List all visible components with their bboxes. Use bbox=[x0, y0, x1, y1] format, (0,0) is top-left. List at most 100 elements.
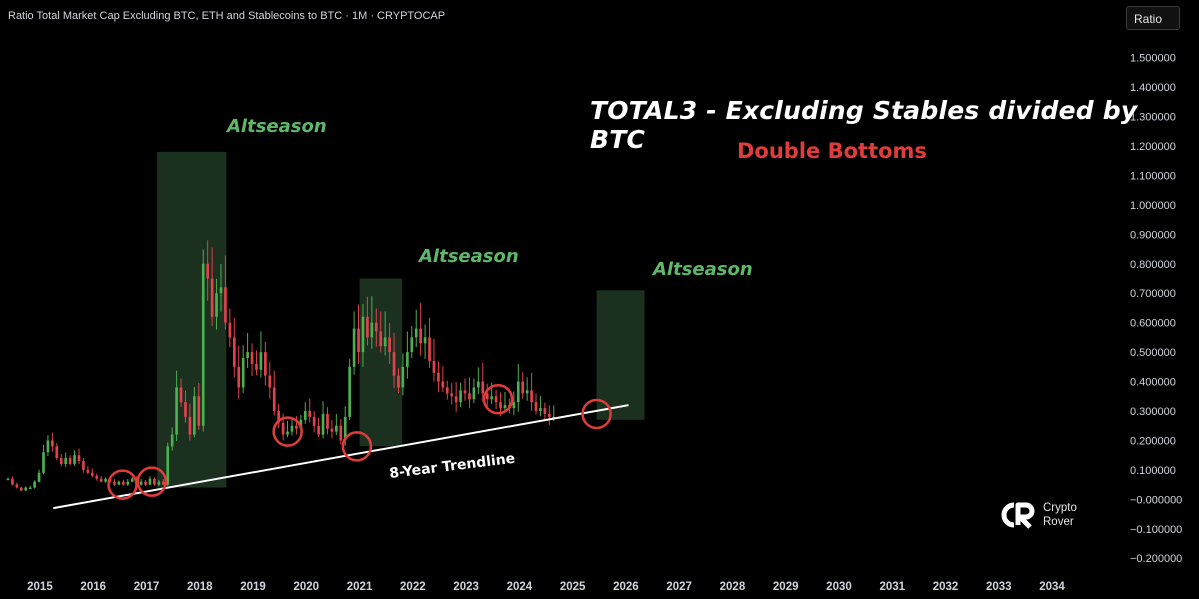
candle-body bbox=[277, 411, 280, 423]
x-tick-label: 2029 bbox=[773, 581, 799, 593]
y-tick-label: −0.000000 bbox=[1130, 494, 1182, 506]
candle-body bbox=[77, 455, 81, 462]
candle-body bbox=[166, 446, 170, 485]
y-tick-label: 1.300000 bbox=[1130, 112, 1176, 124]
candle-body bbox=[210, 278, 214, 317]
double-bottom-circle-5 bbox=[482, 383, 514, 415]
candle-body bbox=[11, 478, 14, 485]
x-axis: 2015 2016 2017 2018 2019 2020 2021 2022 2023 2024… bbox=[27, 581, 1065, 593]
x-tick-label: 2030 bbox=[826, 581, 852, 593]
candle-body bbox=[290, 425, 294, 432]
candle-body bbox=[139, 481, 143, 485]
candle-body bbox=[215, 293, 218, 317]
x-tick-label: 2031 bbox=[879, 581, 905, 593]
candle-body bbox=[441, 381, 445, 388]
candle-body bbox=[370, 322, 374, 338]
candle-body bbox=[55, 446, 59, 459]
candle-body bbox=[330, 428, 334, 432]
y-tick-label: 0.900000 bbox=[1130, 229, 1176, 241]
candle-body bbox=[348, 366, 351, 417]
candle-body bbox=[197, 396, 201, 426]
candle-body bbox=[219, 287, 223, 294]
candle-body bbox=[59, 458, 63, 464]
y-tick-label: −0.200000 bbox=[1130, 553, 1182, 565]
y-axis: 1.500000 1.400000 1.300000 1.200000 1.100000… bbox=[1130, 53, 1182, 566]
candle-body bbox=[472, 387, 476, 400]
candle-body bbox=[68, 458, 72, 464]
candle-body bbox=[401, 366, 405, 388]
candle-body bbox=[392, 352, 396, 376]
candle-body bbox=[19, 487, 23, 491]
candle-body bbox=[379, 331, 383, 347]
candle-body bbox=[477, 381, 480, 388]
altseason-zone-1 bbox=[157, 151, 227, 488]
candle-body bbox=[281, 422, 285, 435]
candle-body bbox=[335, 425, 338, 432]
x-tick-label: 2019 bbox=[240, 581, 266, 593]
candle-body bbox=[339, 425, 343, 441]
candle-body bbox=[343, 416, 347, 441]
annotation-subtitle: Double Bottoms bbox=[737, 139, 927, 163]
candle-body bbox=[104, 478, 107, 482]
candle-body bbox=[499, 402, 502, 409]
candle-body bbox=[228, 322, 232, 338]
logo-text-line2: Rover bbox=[1043, 516, 1074, 528]
candle-body bbox=[414, 328, 418, 338]
candle-body bbox=[423, 337, 427, 344]
ratio-scale-button[interactable]: Ratio bbox=[1126, 6, 1180, 30]
x-tick-label: 2020 bbox=[293, 581, 319, 593]
candle-body bbox=[264, 352, 267, 376]
candle-body bbox=[130, 478, 134, 482]
candle-body bbox=[237, 366, 241, 388]
candle-body bbox=[512, 402, 516, 409]
altseason-zone-3 bbox=[596, 290, 645, 420]
candle-body bbox=[312, 416, 316, 426]
logo-text-line1: Crypto bbox=[1043, 502, 1077, 514]
x-tick-label: 2016 bbox=[80, 581, 106, 593]
candle-body bbox=[33, 481, 36, 488]
candle-body bbox=[521, 381, 525, 394]
candle-body bbox=[122, 481, 125, 485]
candle-body bbox=[352, 328, 356, 367]
candle-body bbox=[366, 316, 369, 338]
x-tick-label: 2025 bbox=[560, 581, 586, 593]
candle-body bbox=[516, 381, 520, 403]
y-tick-label: 0.600000 bbox=[1130, 318, 1176, 330]
candle-body bbox=[468, 393, 471, 400]
candle-body bbox=[161, 481, 165, 485]
chart-header-title: Ratio Total Market Cap Excluding BTC, ET… bbox=[8, 10, 446, 22]
candle-body bbox=[90, 472, 94, 476]
candle-body bbox=[224, 287, 227, 323]
candle-body bbox=[525, 390, 529, 394]
candle-body bbox=[539, 408, 542, 411]
double-bottom-circle-3 bbox=[272, 416, 303, 447]
x-tick-label: 2026 bbox=[613, 581, 639, 593]
candle-body bbox=[28, 487, 32, 490]
candle-body bbox=[170, 434, 174, 447]
crypto-rover-logo-icon bbox=[1001, 502, 1035, 529]
candle-body bbox=[51, 440, 54, 447]
x-tick-label: 2027 bbox=[666, 581, 692, 593]
candle-body bbox=[374, 322, 378, 332]
candle-body bbox=[410, 337, 414, 353]
candle-body bbox=[113, 481, 116, 485]
candle-body bbox=[481, 381, 485, 394]
y-tick-label: 1.400000 bbox=[1130, 82, 1176, 94]
candle-body bbox=[397, 375, 400, 388]
candle-body bbox=[179, 387, 183, 403]
annotation-main-title: TOTAL3 - Excluding Stables divided by BT… bbox=[590, 96, 1138, 154]
altseason-label-1: Altseason bbox=[227, 116, 327, 137]
candle-body bbox=[326, 413, 329, 429]
candle-body bbox=[201, 263, 205, 426]
y-tick-label: −0.100000 bbox=[1130, 524, 1182, 536]
candle-body bbox=[503, 405, 507, 409]
y-tick-label: 0.700000 bbox=[1130, 288, 1176, 300]
candle-body bbox=[450, 393, 454, 397]
altseason-zone-2 bbox=[359, 278, 403, 447]
candle-body bbox=[184, 402, 187, 417]
candle-body bbox=[357, 328, 360, 353]
candle-body bbox=[250, 352, 254, 364]
candle-body bbox=[463, 390, 467, 394]
candle-body bbox=[246, 352, 249, 358]
